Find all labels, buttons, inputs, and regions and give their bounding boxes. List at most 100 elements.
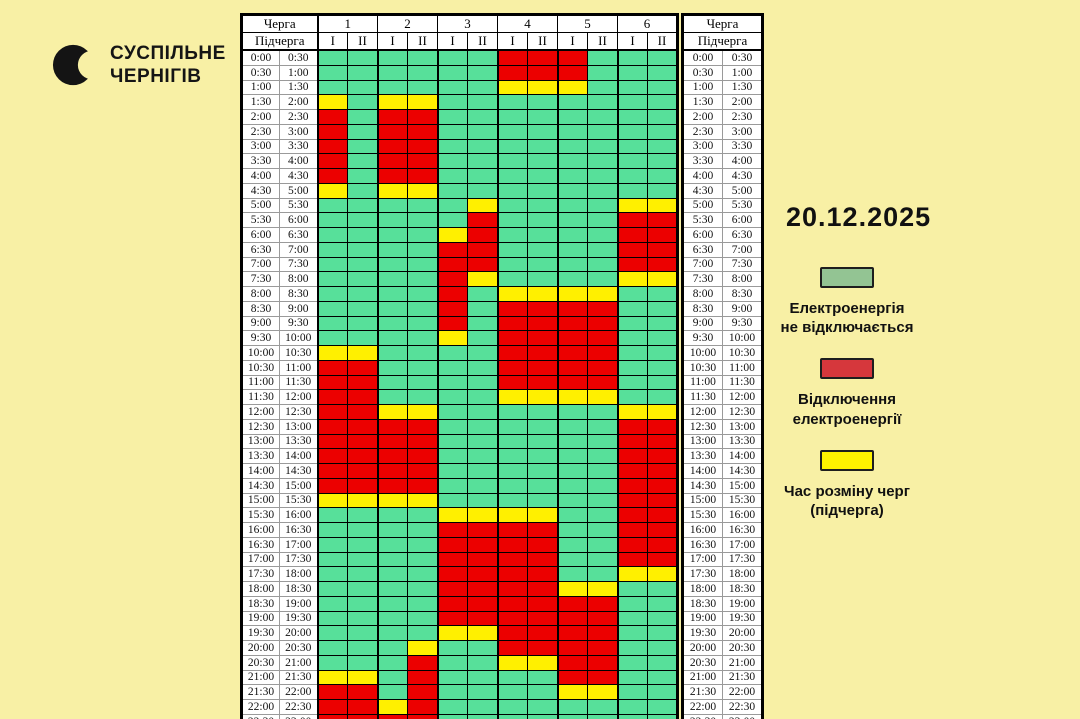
slot-3-I	[436, 463, 468, 479]
time-row-right: 21:00 21:30	[682, 669, 763, 686]
time-start: 8:30	[682, 300, 723, 317]
slot-2-II	[407, 566, 438, 582]
slot-4-I	[496, 669, 528, 686]
slot-3-II	[467, 566, 498, 582]
time-row-right: 2:00 2:30	[682, 109, 763, 125]
time-end: 16:00	[722, 507, 763, 523]
queue-6-header: 6	[617, 14, 678, 33]
schedule-row: 9:30 10:00	[241, 330, 678, 346]
slot-1-II	[347, 64, 378, 81]
slot-6-I	[616, 374, 648, 391]
slot-2-I	[376, 300, 408, 317]
slot-1-I	[316, 699, 348, 715]
slot-3-I	[436, 699, 468, 715]
slot-2-I	[376, 669, 408, 686]
slot-6-II	[647, 507, 678, 523]
slot-2-II	[407, 374, 438, 391]
time-end: 16:00	[279, 507, 319, 523]
slot-3-I	[436, 197, 468, 214]
time-end: 9:30	[722, 315, 763, 332]
time-end: 4:30	[722, 168, 763, 184]
schedule-row: 5:30 6:00	[241, 212, 678, 228]
slot-6-II	[647, 227, 678, 243]
time-start: 17:30	[241, 566, 280, 582]
slot-6-I	[616, 123, 648, 140]
slot-1-II	[347, 315, 378, 332]
slot-1-I	[316, 153, 348, 169]
time-end: 17:00	[279, 536, 319, 553]
slot-5-II	[587, 463, 618, 479]
slot-6-I	[616, 448, 648, 464]
slot-4-I	[496, 182, 528, 199]
slot-4-I	[496, 256, 528, 273]
time-end: 18:30	[279, 581, 319, 597]
time-row-right: 12:00 12:30	[682, 404, 763, 420]
slot-4-I	[496, 212, 528, 228]
slot-5-I	[556, 182, 588, 199]
slot-4-II	[527, 345, 558, 361]
schedule-row: 11:00 11:30	[241, 374, 678, 391]
time-start: 8:00	[682, 286, 723, 302]
schedule-row: 17:00 17:30	[241, 551, 678, 568]
slot-1-II	[347, 551, 378, 568]
slot-3-I	[436, 330, 468, 346]
slot-2-I	[376, 389, 408, 405]
time-end: 7:00	[722, 241, 763, 258]
slot-3-I	[436, 79, 468, 96]
slot-4-II	[527, 404, 558, 420]
time-end: 12:00	[279, 389, 319, 405]
slot-1-II	[347, 654, 378, 671]
time-start: 20:00	[682, 640, 723, 656]
slot-1-I	[316, 522, 348, 538]
slot-6-II	[647, 536, 678, 553]
time-end: 17:30	[279, 551, 319, 568]
slot-1-II	[347, 699, 378, 715]
slot-5-I	[556, 581, 588, 597]
slot-1-II	[347, 669, 378, 686]
schedule-row: 10:00 10:30	[241, 345, 678, 361]
slot-3-I	[436, 286, 468, 302]
time-start: 5:00	[682, 197, 723, 214]
slot-1-I	[316, 640, 348, 656]
slot-4-I	[496, 94, 528, 110]
slot-4-II	[527, 109, 558, 125]
time-end: 12:30	[279, 404, 319, 420]
slot-4-I	[496, 448, 528, 464]
slot-5-II	[587, 640, 618, 656]
slot-5-I	[556, 138, 588, 155]
slot-2-II	[407, 94, 438, 110]
slot-5-I	[556, 241, 588, 258]
schedule-row: 3:30 4:00	[241, 153, 678, 169]
time-end: 7:30	[722, 256, 763, 273]
slot-3-I	[436, 418, 468, 435]
slot-1-II	[347, 153, 378, 169]
slot-6-II	[647, 684, 678, 700]
slot-2-II	[407, 79, 438, 96]
slot-5-I	[556, 197, 588, 214]
time-end: 14:30	[722, 463, 763, 479]
time-end: 2:30	[279, 109, 319, 125]
slot-4-II	[527, 522, 558, 538]
slot-3-II	[467, 300, 498, 317]
slot-1-I	[316, 507, 348, 523]
slot-1-I	[316, 581, 348, 597]
slot-4-I	[496, 315, 528, 332]
schedule-row: 6:00 6:30	[241, 227, 678, 243]
schedule-row: 3:00 3:30	[241, 138, 678, 155]
slot-6-II	[647, 153, 678, 169]
slot-5-I	[556, 551, 588, 568]
slot-6-II	[647, 359, 678, 376]
time-row-right: 7:30 8:00	[682, 271, 763, 287]
time-start: 19:30	[241, 625, 280, 641]
slot-5-I	[556, 640, 588, 656]
slot-3-II	[467, 212, 498, 228]
slot-3-I	[436, 94, 468, 110]
time-start: 6:30	[682, 241, 723, 258]
slot-1-II	[347, 300, 378, 317]
time-end: 10:00	[722, 330, 763, 346]
slot-5-I	[556, 566, 588, 582]
time-row-right: 6:30 7:00	[682, 241, 763, 258]
slot-4-II	[527, 197, 558, 214]
slot-3-I	[436, 300, 468, 317]
time-end: 5:30	[279, 197, 319, 214]
